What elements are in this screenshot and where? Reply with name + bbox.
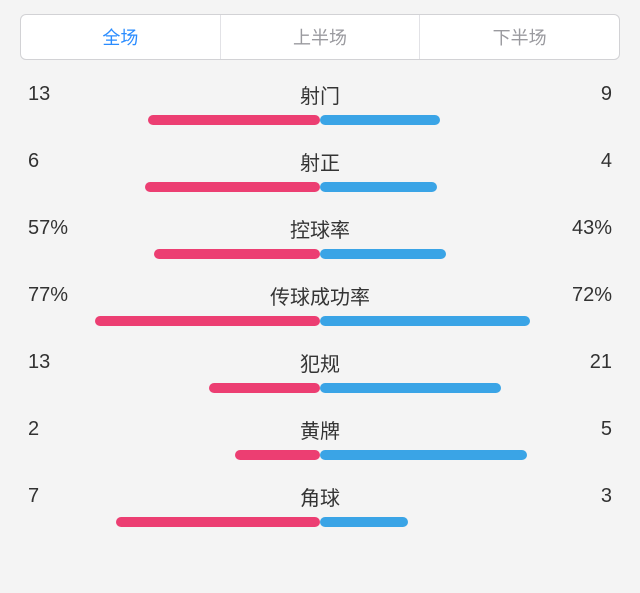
- stat-label: 犯规: [108, 348, 532, 377]
- stat-value-right: 4: [532, 150, 612, 173]
- stat-bar-left: [145, 182, 320, 192]
- tab-label: 下半场: [493, 28, 547, 48]
- stat-bar-left: [235, 450, 320, 460]
- stat-bar-left: [95, 316, 320, 326]
- stat-bar-right: [320, 115, 440, 125]
- stat-value-right: 5: [532, 418, 612, 441]
- stat-value-left: 77%: [28, 284, 108, 307]
- stat-label: 射门: [108, 80, 532, 109]
- stat-bar: [28, 450, 612, 460]
- stat-row: 57%控球率43%: [0, 210, 640, 259]
- stat-bar: [28, 383, 612, 393]
- stat-label: 传球成功率: [108, 281, 532, 310]
- tab-label: 上半场: [293, 28, 347, 48]
- stat-value-left: 13: [28, 83, 108, 106]
- stat-bar: [28, 249, 612, 259]
- stat-bar-left: [116, 517, 320, 527]
- stat-head: 13犯规21: [0, 348, 640, 383]
- stat-bar-right: [320, 383, 501, 393]
- stat-bar-right: [320, 450, 527, 460]
- stat-head: 6射正4: [0, 147, 640, 182]
- stat-bar-right: [320, 517, 408, 527]
- stat-value-right: 9: [532, 83, 612, 106]
- stat-value-left: 57%: [28, 217, 108, 240]
- stat-label: 射正: [108, 147, 532, 176]
- stat-bar-right: [320, 249, 446, 259]
- stat-row: 2黄牌5: [0, 411, 640, 460]
- stat-row: 6射正4: [0, 143, 640, 192]
- stat-row: 13犯规21: [0, 344, 640, 393]
- stat-head: 7角球3: [0, 482, 640, 517]
- tab-0[interactable]: 全场: [21, 15, 221, 59]
- stat-label: 角球: [108, 482, 532, 511]
- stat-row: 77%传球成功率72%: [0, 277, 640, 326]
- stat-value-right: 72%: [532, 284, 612, 307]
- stat-head: 13射门9: [0, 80, 640, 115]
- stat-head: 2黄牌5: [0, 415, 640, 450]
- stat-bar-left: [209, 383, 320, 393]
- stat-value-right: 21: [532, 351, 612, 374]
- stat-bar: [28, 182, 612, 192]
- stat-value-left: 13: [28, 351, 108, 374]
- stat-value-right: 3: [532, 485, 612, 508]
- stat-bar: [28, 115, 612, 125]
- stat-bar-right: [320, 182, 437, 192]
- stat-bar-left: [148, 115, 320, 125]
- tab-1[interactable]: 上半场: [221, 15, 421, 59]
- stat-head: 57%控球率43%: [0, 214, 640, 249]
- stat-head: 77%传球成功率72%: [0, 281, 640, 316]
- stat-row: 7角球3: [0, 478, 640, 527]
- stat-value-right: 43%: [532, 217, 612, 240]
- stat-label: 控球率: [108, 214, 532, 243]
- period-tabs: 全场 上半场 下半场: [20, 14, 620, 60]
- tab-2[interactable]: 下半场: [420, 15, 619, 59]
- tab-label: 全场: [102, 28, 138, 48]
- stat-bar-right: [320, 316, 530, 326]
- stat-bar-left: [154, 249, 320, 259]
- stat-label: 黄牌: [108, 415, 532, 444]
- stat-value-left: 2: [28, 418, 108, 441]
- stat-value-left: 7: [28, 485, 108, 508]
- stat-bar: [28, 316, 612, 326]
- stat-row: 13射门9: [0, 76, 640, 125]
- stat-value-left: 6: [28, 150, 108, 173]
- stat-bar: [28, 517, 612, 527]
- stats-list: 13射门96射正457%控球率43%77%传球成功率72%13犯规212黄牌57…: [0, 70, 640, 527]
